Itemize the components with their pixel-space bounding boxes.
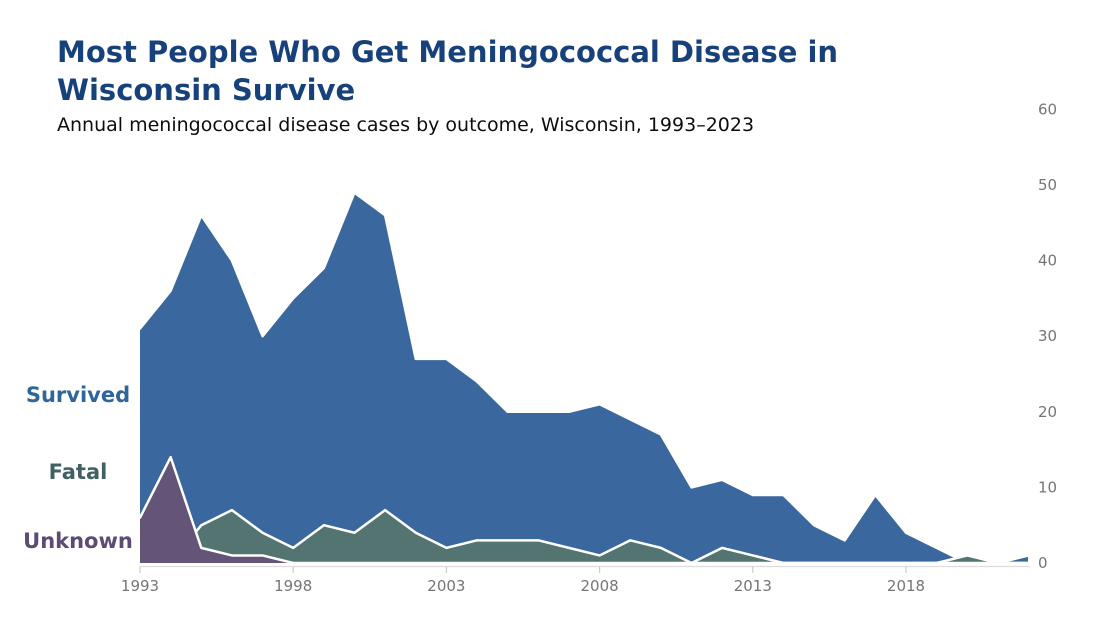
legend-label-survived: Survived [25, 383, 131, 407]
legend-label-fatal: Fatal [48, 460, 108, 484]
chart-title-line-2: Wisconsin Survive [57, 73, 356, 107]
area-outline-survived [139, 191, 1028, 565]
legend-label-unknown: Unknown [23, 529, 133, 553]
y-tick-label-50: 50 [1038, 176, 1057, 194]
y-tick-label-10: 10 [1038, 478, 1057, 496]
plot-area [139, 191, 1028, 565]
y-tick-label-20: 20 [1038, 403, 1057, 421]
y-tick-label-40: 40 [1038, 252, 1057, 270]
x-tick-label-2018: 2018 [887, 577, 925, 595]
y-tick-label-60: 60 [1038, 100, 1057, 118]
x-tick-label-1993: 1993 [121, 577, 159, 595]
y-tick-label-0: 0 [1038, 554, 1048, 572]
area-outline-unknown [139, 455, 1028, 565]
chart-subtitle: Annual meningococcal disease cases by ou… [57, 114, 755, 136]
chart-title-line-1: Most People Who Get Meningococcal Diseas… [57, 35, 839, 69]
x-tick-label-2003: 2003 [427, 577, 465, 595]
x-tick-label-1998: 1998 [274, 577, 312, 595]
area-survived [140, 192, 1028, 563]
chart-header: Most People Who Get Meningococcal Diseas… [57, 33, 838, 137]
y-tick-label-30: 30 [1038, 327, 1057, 345]
x-tick-label-2008: 2008 [581, 577, 619, 595]
x-tick-label-2013: 2013 [734, 577, 772, 595]
area-fatal [140, 510, 1028, 563]
